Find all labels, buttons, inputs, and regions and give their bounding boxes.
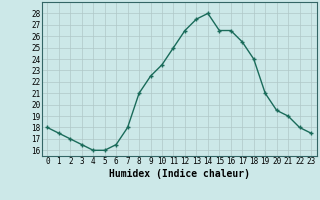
- X-axis label: Humidex (Indice chaleur): Humidex (Indice chaleur): [109, 169, 250, 179]
